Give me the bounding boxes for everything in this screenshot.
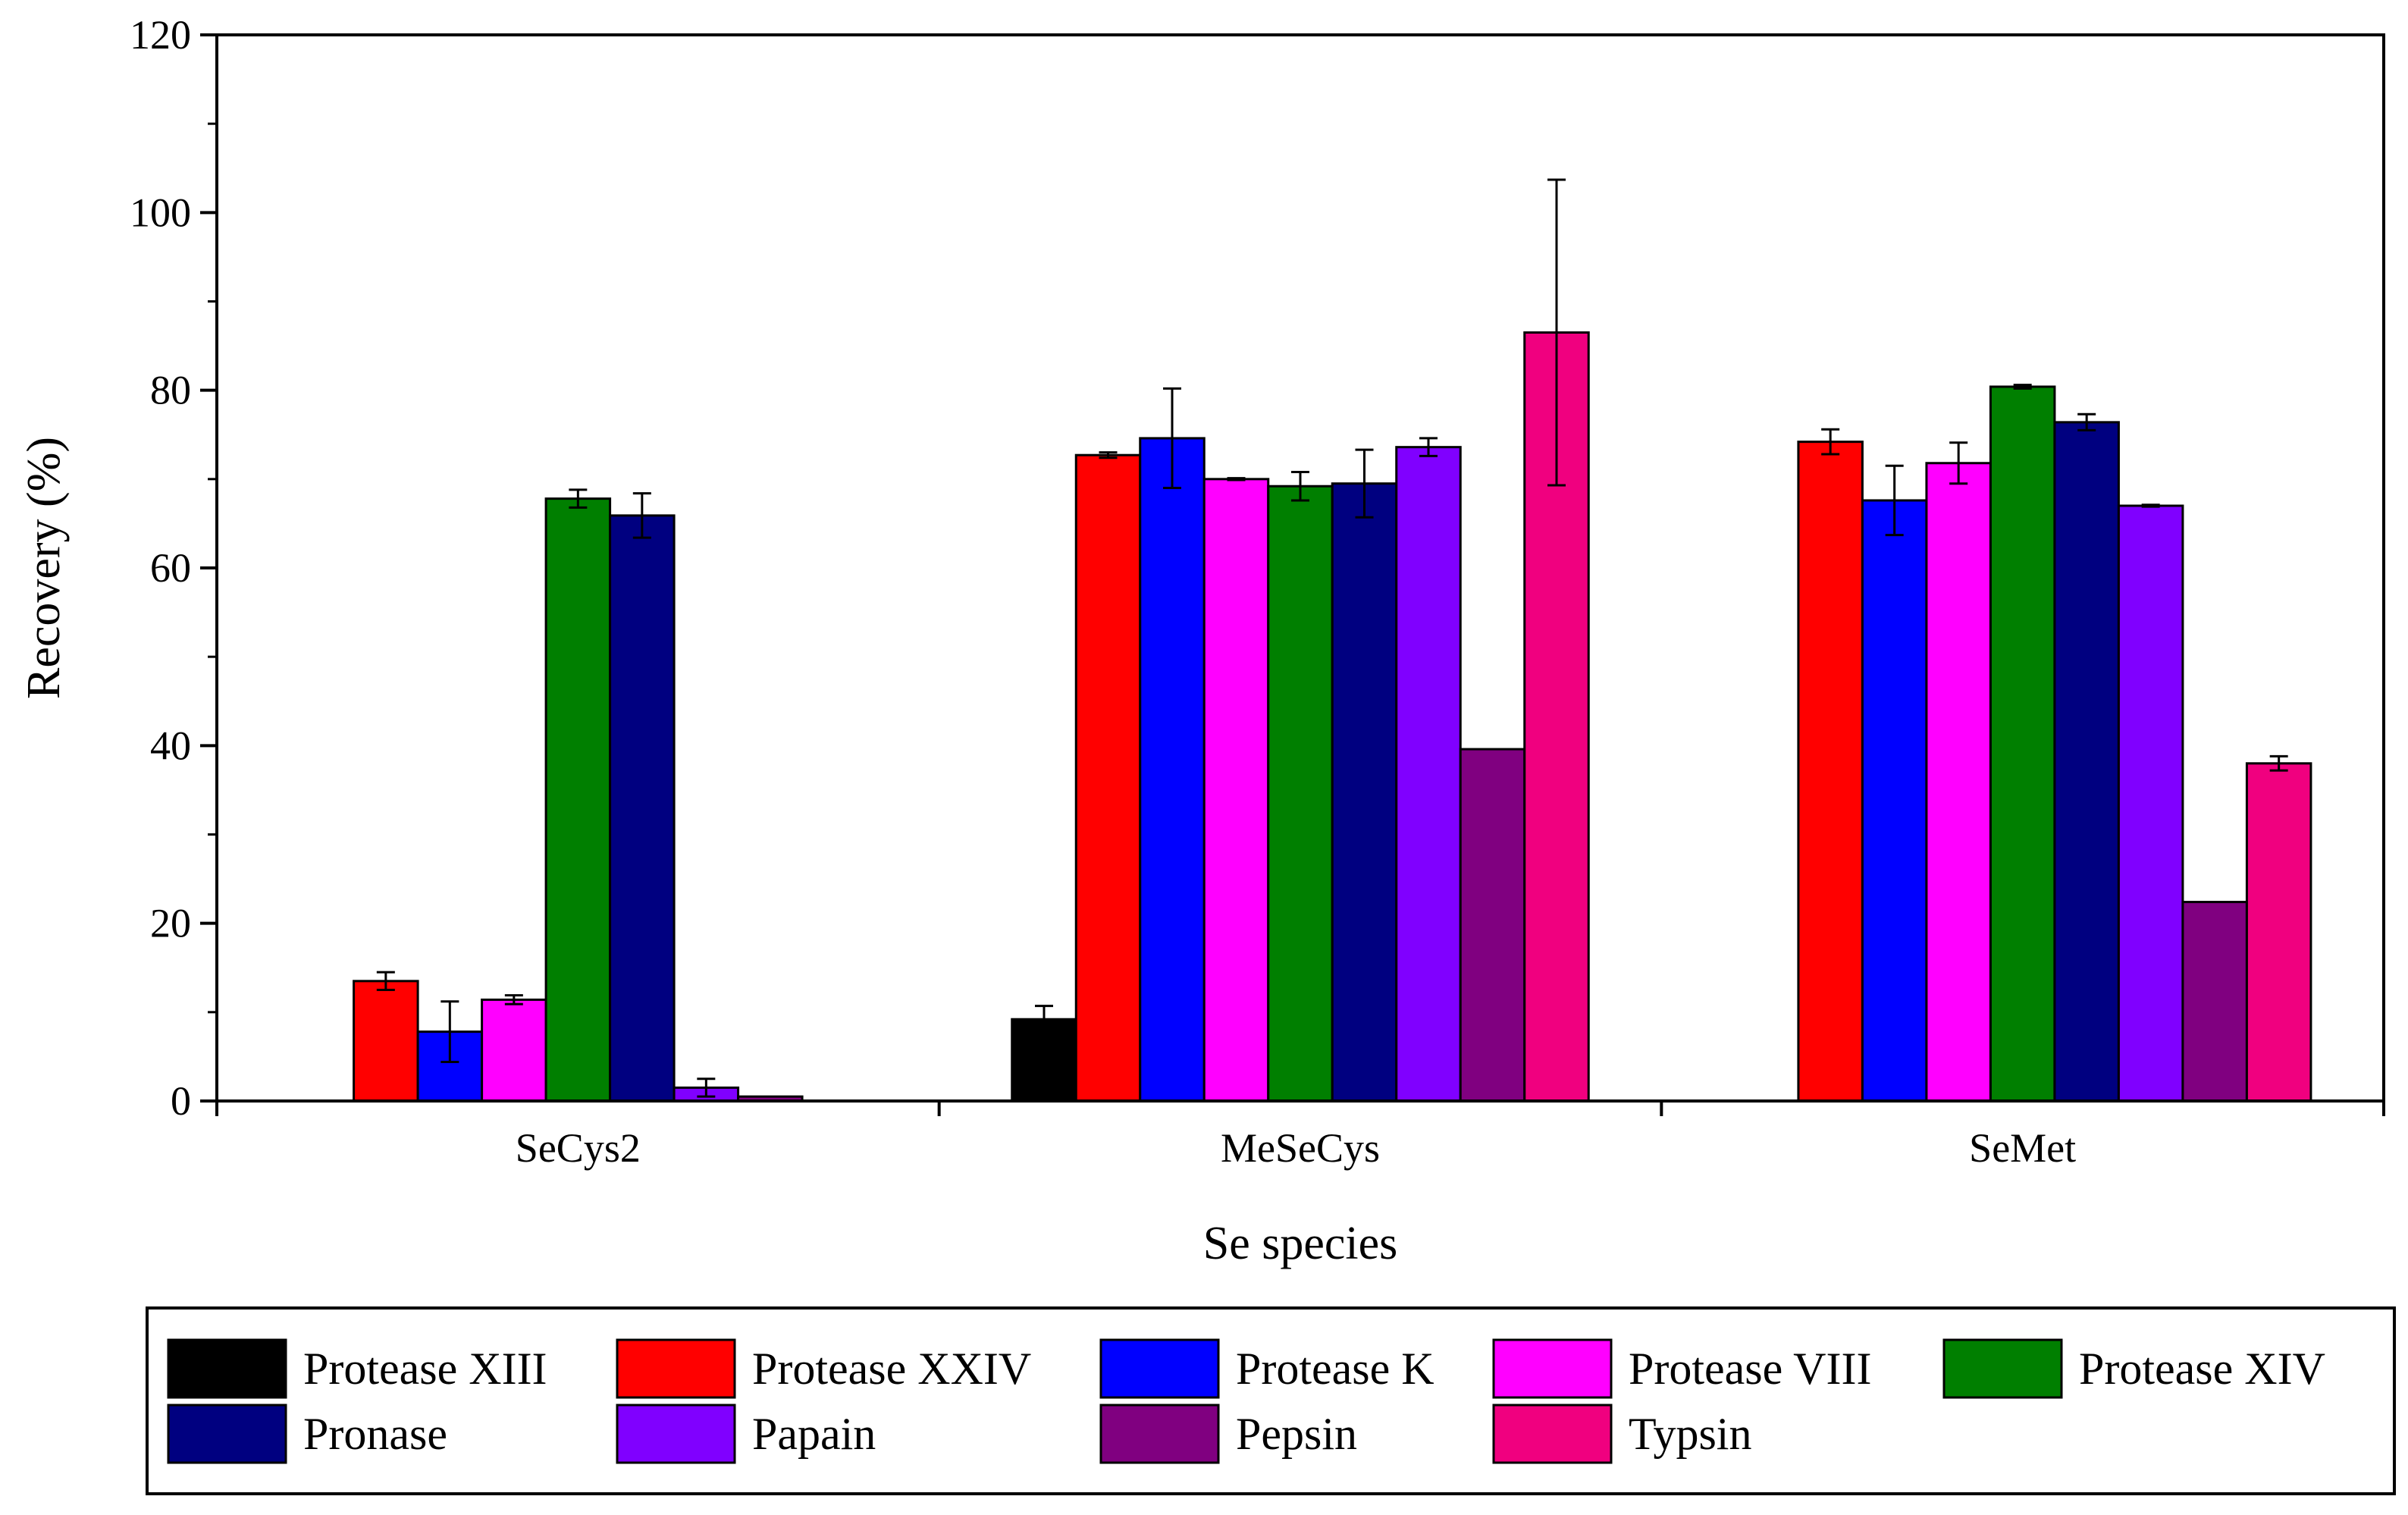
x-tick-label: SeMet — [1969, 1125, 2076, 1171]
y-tick-label: 20 — [150, 901, 191, 946]
y-tick-label: 0 — [171, 1078, 191, 1124]
bar — [2181, 901, 2248, 1103]
legend-label: Pepsin — [1236, 1409, 1357, 1459]
legend-label: Pronase — [303, 1409, 447, 1459]
bar — [1139, 437, 1206, 1103]
legend-label: Protease XIV — [2079, 1344, 2325, 1394]
legend-label: Typsin — [1629, 1409, 1751, 1459]
bar — [1267, 485, 1334, 1103]
legend-label: Protease XIII — [303, 1344, 547, 1394]
bar — [1395, 446, 1462, 1103]
bar — [1861, 499, 1928, 1103]
x-tick-label: SeCys2 — [516, 1125, 641, 1171]
legend-swatch — [167, 1338, 287, 1399]
bar — [2117, 504, 2184, 1103]
legend-label: Protease K — [1236, 1344, 1434, 1394]
legend-swatch — [1099, 1338, 1220, 1399]
bar — [1925, 462, 1992, 1103]
bar — [1074, 453, 1142, 1103]
bar — [1797, 441, 1864, 1103]
legend-swatch — [1942, 1338, 2063, 1399]
y-tick-label: 60 — [150, 545, 191, 591]
legend-swatch — [616, 1338, 736, 1399]
legend-swatch — [167, 1404, 287, 1464]
y-tick-label: 40 — [150, 723, 191, 768]
y-axis-title: Recovery (%) — [18, 437, 70, 699]
bar — [1459, 748, 1526, 1103]
legend-swatch — [1492, 1404, 1613, 1464]
legend-swatch — [1492, 1338, 1613, 1399]
bar — [609, 514, 676, 1103]
legend-swatch — [1099, 1404, 1220, 1464]
bar — [481, 998, 547, 1103]
legend-label: Protease VIII — [1629, 1344, 1871, 1394]
legend-label: Papain — [752, 1409, 876, 1459]
bar — [353, 980, 419, 1103]
axes-group: 0 20 40 60 80 100 120 SeCys2 MeSeCys SeMet — [130, 12, 2385, 1171]
bar — [1202, 478, 1270, 1103]
y-tick-label: 80 — [150, 368, 191, 413]
bar — [1331, 482, 1398, 1103]
bar — [2053, 421, 2120, 1103]
y-tick-label: 120 — [130, 12, 191, 58]
bar — [2245, 762, 2312, 1103]
legend-label: Protease XXIV — [752, 1344, 1031, 1394]
x-tick-label: MeSeCys — [1221, 1125, 1380, 1171]
error-bars-group — [376, 178, 2288, 1098]
bar — [544, 497, 612, 1103]
bars-group — [353, 331, 2312, 1103]
y-tick-label: 100 — [130, 190, 191, 235]
x-axis-title: Se species — [1203, 1218, 1398, 1269]
bar — [1989, 385, 2056, 1103]
legend-frame — [146, 1306, 2396, 1495]
legend-swatch — [616, 1404, 736, 1464]
legend: Protease XIII Protease XXIV Protease K Prot… — [146, 1306, 2396, 1495]
